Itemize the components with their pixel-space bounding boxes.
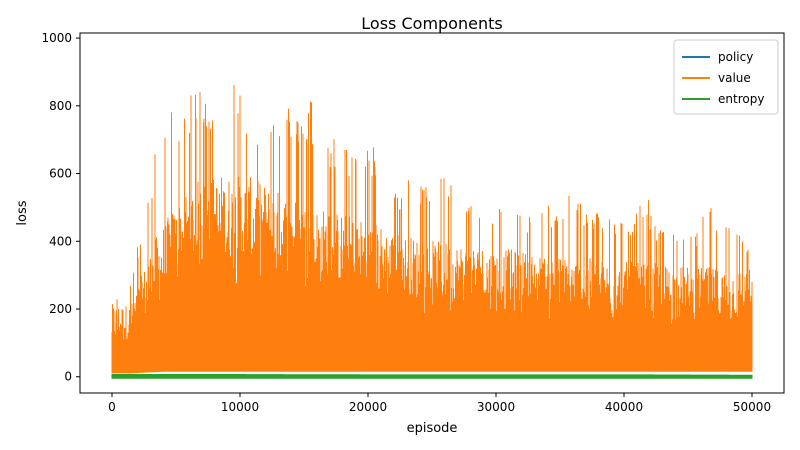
x-axis-label: episode <box>407 421 458 436</box>
y-tick-label: 600 <box>49 167 72 181</box>
y-axis-ticks: 0 200 400 600 800 1000 <box>41 31 80 384</box>
x-tick-label: 40000 <box>605 400 643 414</box>
y-tick-label: 1000 <box>41 31 72 45</box>
y-axis-label: loss <box>15 200 30 225</box>
series-layer <box>111 84 753 379</box>
series-value <box>111 84 753 374</box>
series-line-value <box>111 84 753 374</box>
x-tick-label: 10000 <box>221 400 259 414</box>
y-tick-label: 800 <box>49 99 72 113</box>
legend: policy value entropy <box>673 39 779 115</box>
series-line-entropy <box>111 374 753 379</box>
legend-label-policy: policy <box>718 50 753 64</box>
x-tick-label: 50000 <box>733 400 771 414</box>
x-axis-ticks: 0 10000 20000 30000 40000 50000 <box>108 393 771 414</box>
legend-label-entropy: entropy <box>718 92 764 106</box>
y-tick-label: 400 <box>49 234 72 248</box>
legend-box <box>673 39 779 115</box>
chart-title: Loss Components <box>361 14 502 33</box>
series-entropy <box>111 374 753 379</box>
y-tick-label: 0 <box>64 370 72 384</box>
x-tick-label: 20000 <box>349 400 387 414</box>
x-tick-label: 0 <box>108 400 116 414</box>
plot-frame <box>79 32 785 394</box>
legend-label-value: value <box>718 71 751 85</box>
y-tick-label: 200 <box>49 302 72 316</box>
x-tick-label: 30000 <box>477 400 515 414</box>
